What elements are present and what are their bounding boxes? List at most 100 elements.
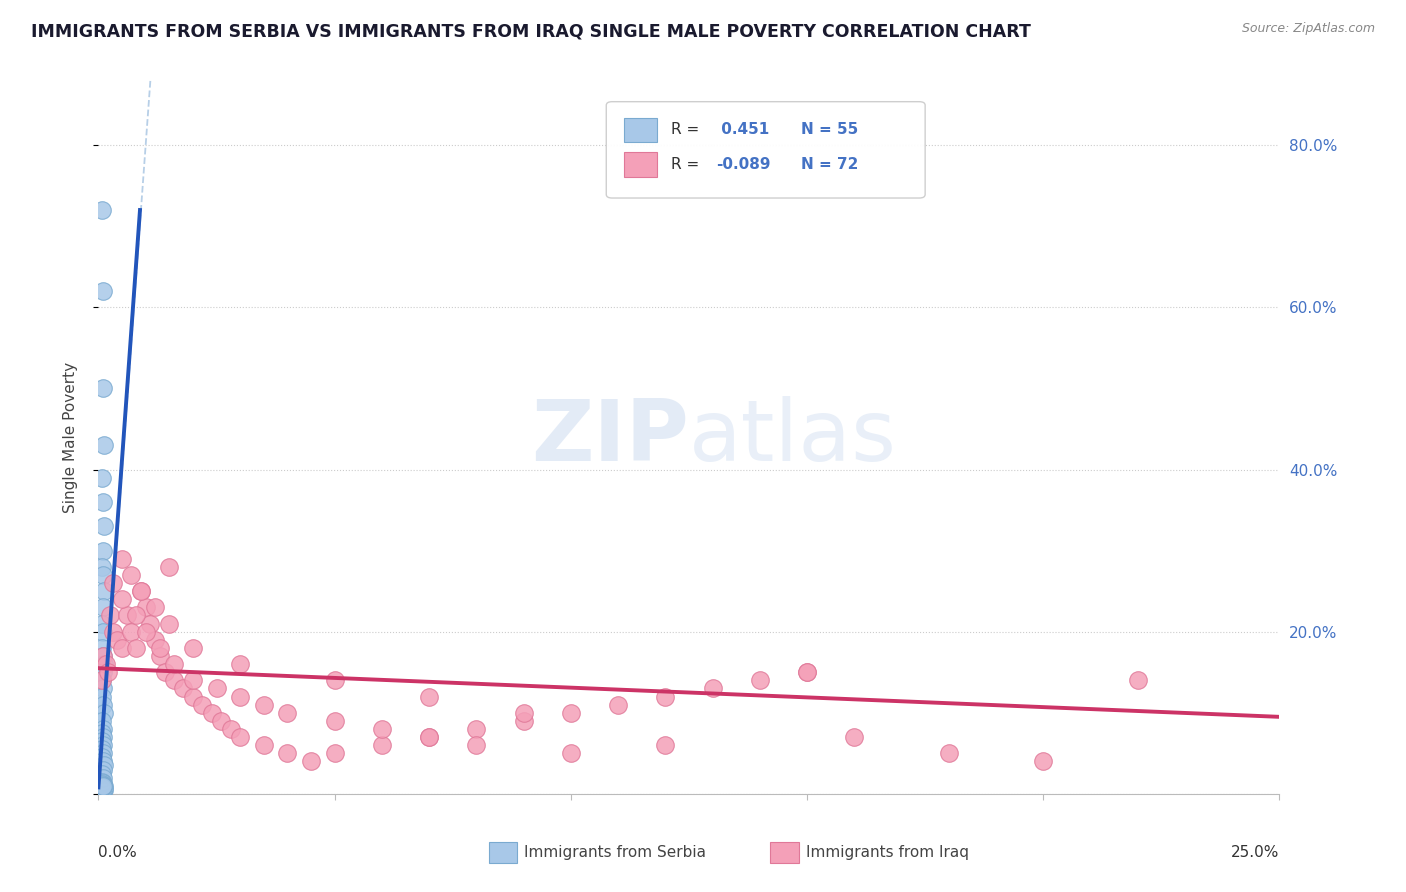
Text: R =: R = — [671, 122, 704, 137]
Point — [91, 673, 114, 688]
Point — [512, 706, 534, 720]
Point — [253, 698, 276, 712]
Point — [702, 681, 724, 696]
Point — [91, 381, 114, 395]
Text: Source: ZipAtlas.com: Source: ZipAtlas.com — [1241, 22, 1375, 36]
Text: N = 55: N = 55 — [801, 122, 859, 137]
Point — [229, 690, 252, 704]
Point — [299, 755, 322, 769]
Point — [91, 763, 114, 777]
Point — [654, 690, 676, 704]
Point — [91, 780, 114, 794]
Point — [91, 559, 114, 574]
Point — [276, 706, 298, 720]
Point — [229, 657, 252, 672]
FancyBboxPatch shape — [624, 153, 657, 177]
Point — [91, 755, 114, 769]
Point — [323, 747, 346, 761]
Point — [93, 781, 115, 796]
Point — [163, 657, 186, 672]
Point — [157, 616, 180, 631]
Point — [91, 624, 114, 639]
Point — [91, 640, 114, 655]
Point — [512, 714, 534, 728]
Point — [149, 640, 172, 655]
Text: ZIP: ZIP — [531, 395, 689, 479]
Point — [191, 698, 214, 712]
Text: IMMIGRANTS FROM SERBIA VS IMMIGRANTS FROM IRAQ SINGLE MALE POVERTY CORRELATION C: IMMIGRANTS FROM SERBIA VS IMMIGRANTS FRO… — [31, 22, 1031, 40]
Point — [1032, 755, 1054, 769]
Point — [91, 470, 114, 484]
Point — [796, 665, 818, 680]
Point — [93, 706, 115, 720]
Point — [91, 779, 114, 793]
Point — [135, 624, 157, 639]
Point — [101, 624, 124, 639]
Point — [93, 584, 115, 599]
Point — [91, 543, 114, 558]
Point — [91, 780, 114, 794]
Text: R =: R = — [671, 157, 704, 172]
Point — [607, 698, 630, 712]
Point — [111, 551, 134, 566]
Point — [91, 781, 114, 796]
Point — [93, 519, 115, 533]
Point — [91, 568, 114, 582]
Point — [181, 640, 204, 655]
Point — [111, 640, 134, 655]
Point — [844, 730, 866, 744]
Point — [91, 742, 114, 756]
Point — [98, 608, 121, 623]
Point — [129, 584, 152, 599]
Point — [91, 726, 114, 740]
Point — [91, 778, 114, 792]
Point — [181, 690, 204, 704]
Point — [91, 780, 114, 795]
Point — [205, 681, 228, 696]
Y-axis label: Single Male Poverty: Single Male Poverty — [63, 361, 77, 513]
Point — [135, 600, 157, 615]
Point — [153, 665, 176, 680]
Point — [91, 766, 114, 780]
Point — [91, 776, 114, 790]
Point — [465, 738, 488, 752]
Point — [91, 774, 114, 789]
Point — [94, 657, 117, 672]
Point — [172, 681, 194, 696]
Text: atlas: atlas — [689, 395, 897, 479]
Point — [91, 648, 114, 663]
Point — [101, 576, 124, 591]
Point — [143, 632, 166, 647]
Point — [93, 657, 115, 672]
Text: -0.089: -0.089 — [716, 157, 770, 172]
FancyBboxPatch shape — [606, 102, 925, 198]
Point — [163, 673, 186, 688]
Point — [91, 780, 114, 795]
Point — [93, 438, 115, 452]
Point — [97, 665, 120, 680]
Point — [93, 782, 115, 797]
Point — [129, 584, 152, 599]
Point — [91, 665, 114, 680]
Point — [91, 648, 114, 663]
Point — [93, 779, 115, 793]
Point — [201, 706, 224, 720]
Point — [418, 730, 440, 744]
Point — [748, 673, 770, 688]
Text: Immigrants from Serbia: Immigrants from Serbia — [524, 846, 706, 860]
Point — [91, 698, 114, 712]
Point — [143, 600, 166, 615]
Point — [91, 771, 114, 785]
Point — [219, 722, 242, 736]
Point — [560, 706, 582, 720]
Point — [1126, 673, 1149, 688]
Point — [371, 722, 394, 736]
Text: 25.0%: 25.0% — [1232, 846, 1279, 860]
Point — [139, 616, 162, 631]
Text: 0.451: 0.451 — [716, 122, 769, 137]
Point — [121, 624, 143, 639]
Point — [91, 495, 114, 509]
Point — [91, 747, 114, 761]
Point — [91, 734, 114, 748]
Point — [91, 750, 114, 764]
